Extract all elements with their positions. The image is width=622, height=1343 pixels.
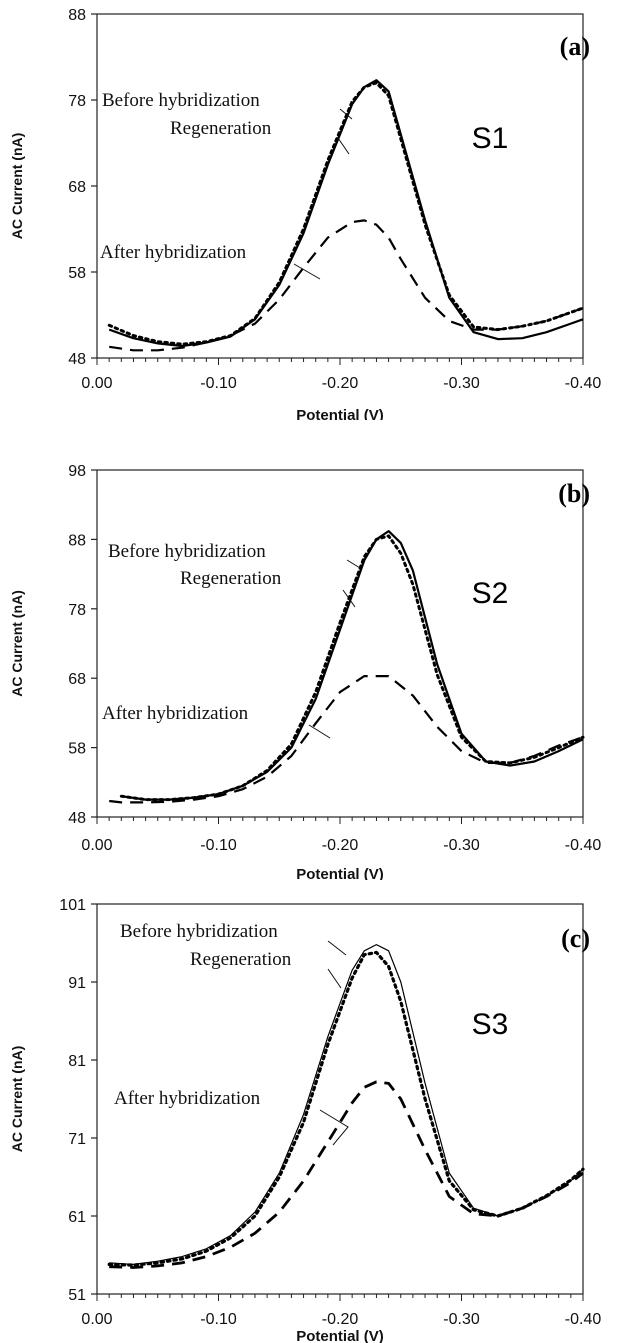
y-tick-label: 81 (68, 1053, 86, 1070)
annotation-leader-line (337, 137, 350, 155)
y-tick-label: 68 (68, 671, 86, 688)
x-tick-label: -0.30 (443, 1311, 480, 1328)
chart-c: 101 91 81 71 61 51 0.00 -0.10 -0.20 -0.30 -0.40 Pot… (9, 897, 602, 1343)
x-tick-label: -0.10 (200, 375, 237, 392)
x-axis-label: Potential (V) (296, 407, 384, 420)
y-tick-label: 48 (68, 351, 86, 368)
y-tick-label: 58 (68, 265, 86, 282)
y-axis-label: AC Current (nA) (9, 590, 25, 697)
annotation-before-hybridization: Before hybridization (120, 921, 278, 942)
annotation-leader-line (346, 559, 361, 569)
chart-b: 98 88 78 68 58 48 0.00 -0.10 -0.20 -0.30 -0.40 Pote… (9, 463, 602, 880)
chart-a: 88 78 68 58 48 0.00 -0.10 -0.20 -0.30 -0.40 Potent… (9, 7, 602, 420)
y-tick-label: 101 (59, 897, 86, 914)
panel-label: (c) (561, 924, 590, 953)
annotation-regeneration: Regeneration (170, 118, 272, 139)
plot-frame (96, 13, 584, 359)
y-tick-label: 88 (68, 532, 86, 549)
annotation-leader-line (319, 1109, 349, 1146)
y-tick-label: 78 (68, 93, 86, 110)
series-line-after-hybridization (109, 1080, 584, 1269)
panel-b: 98 88 78 68 58 48 0.00 -0.10 -0.20 -0.30 -0.40 Pote… (0, 440, 622, 880)
y-tick-label: 78 (68, 602, 86, 619)
annotation-after-hybridization: After hybridization (114, 1088, 261, 1109)
panel-c: 101 91 81 71 61 51 0.00 -0.10 -0.20 -0.30 -0.40 Pot… (0, 892, 622, 1343)
x-tick-label: -0.40 (565, 375, 602, 392)
x-tick-label: 0.00 (81, 1311, 112, 1328)
x-tick-label: 0.00 (81, 837, 112, 854)
y-tick-label: 91 (68, 975, 86, 992)
y-axis-label: AC Current (nA) (9, 133, 25, 240)
annotation-leader-line (293, 263, 321, 280)
x-tick-label: -0.40 (565, 837, 602, 854)
annotation-before-hybridization: Before hybridization (102, 90, 260, 111)
annotation-leader-line (327, 968, 342, 989)
y-tick-label: 61 (68, 1209, 86, 1226)
x-tick-label: -0.10 (200, 837, 237, 854)
x-tick-label: -0.20 (322, 1311, 359, 1328)
x-tick-label: -0.40 (565, 1311, 602, 1328)
x-tick-label: -0.30 (443, 375, 480, 392)
series-line-after-hybridization (109, 219, 584, 352)
panel-a: 88 78 68 58 48 0.00 -0.10 -0.20 -0.30 -0.40 Potent… (0, 0, 622, 420)
y-tick-label: 51 (68, 1287, 86, 1304)
x-tick-label: -0.20 (322, 837, 359, 854)
x-tick-label: -0.20 (322, 375, 359, 392)
sample-label: S2 (472, 577, 509, 610)
series-line-after-hybridization (109, 675, 584, 804)
y-tick-label: 88 (68, 7, 86, 24)
sample-label: S3 (472, 1008, 509, 1041)
annotation-leader-line (339, 108, 353, 120)
annotation-after-hybridization: After hybridization (102, 703, 249, 724)
y-axis-label: AC Current (nA) (9, 1046, 25, 1153)
sample-label: S1 (472, 122, 509, 155)
panel-label: (b) (558, 479, 590, 508)
x-axis-label: Potential (V) (296, 1328, 384, 1343)
annotation-before-hybridization: Before hybridization (108, 541, 266, 562)
panel-label: (a) (560, 32, 590, 61)
annotation-after-hybridization: After hybridization (100, 242, 247, 263)
y-tick-label: 68 (68, 179, 86, 196)
x-tick-label: -0.10 (200, 1311, 237, 1328)
annotation-regeneration: Regeneration (180, 568, 282, 589)
x-tick-label: -0.30 (443, 837, 480, 854)
annotation-regeneration: Regeneration (190, 949, 292, 970)
annotation-leader-line (308, 724, 331, 739)
x-tick-label: 0.00 (81, 375, 112, 392)
y-tick-label: 71 (68, 1131, 86, 1148)
series-line-regeneration (107, 81, 585, 346)
x-axis-label: Potential (V) (296, 866, 384, 880)
y-tick-label: 58 (68, 741, 86, 758)
y-tick-label: 48 (68, 810, 86, 827)
y-tick-label: 98 (68, 463, 86, 480)
annotation-leader-line (342, 589, 356, 608)
annotation-leader-line (327, 940, 347, 956)
